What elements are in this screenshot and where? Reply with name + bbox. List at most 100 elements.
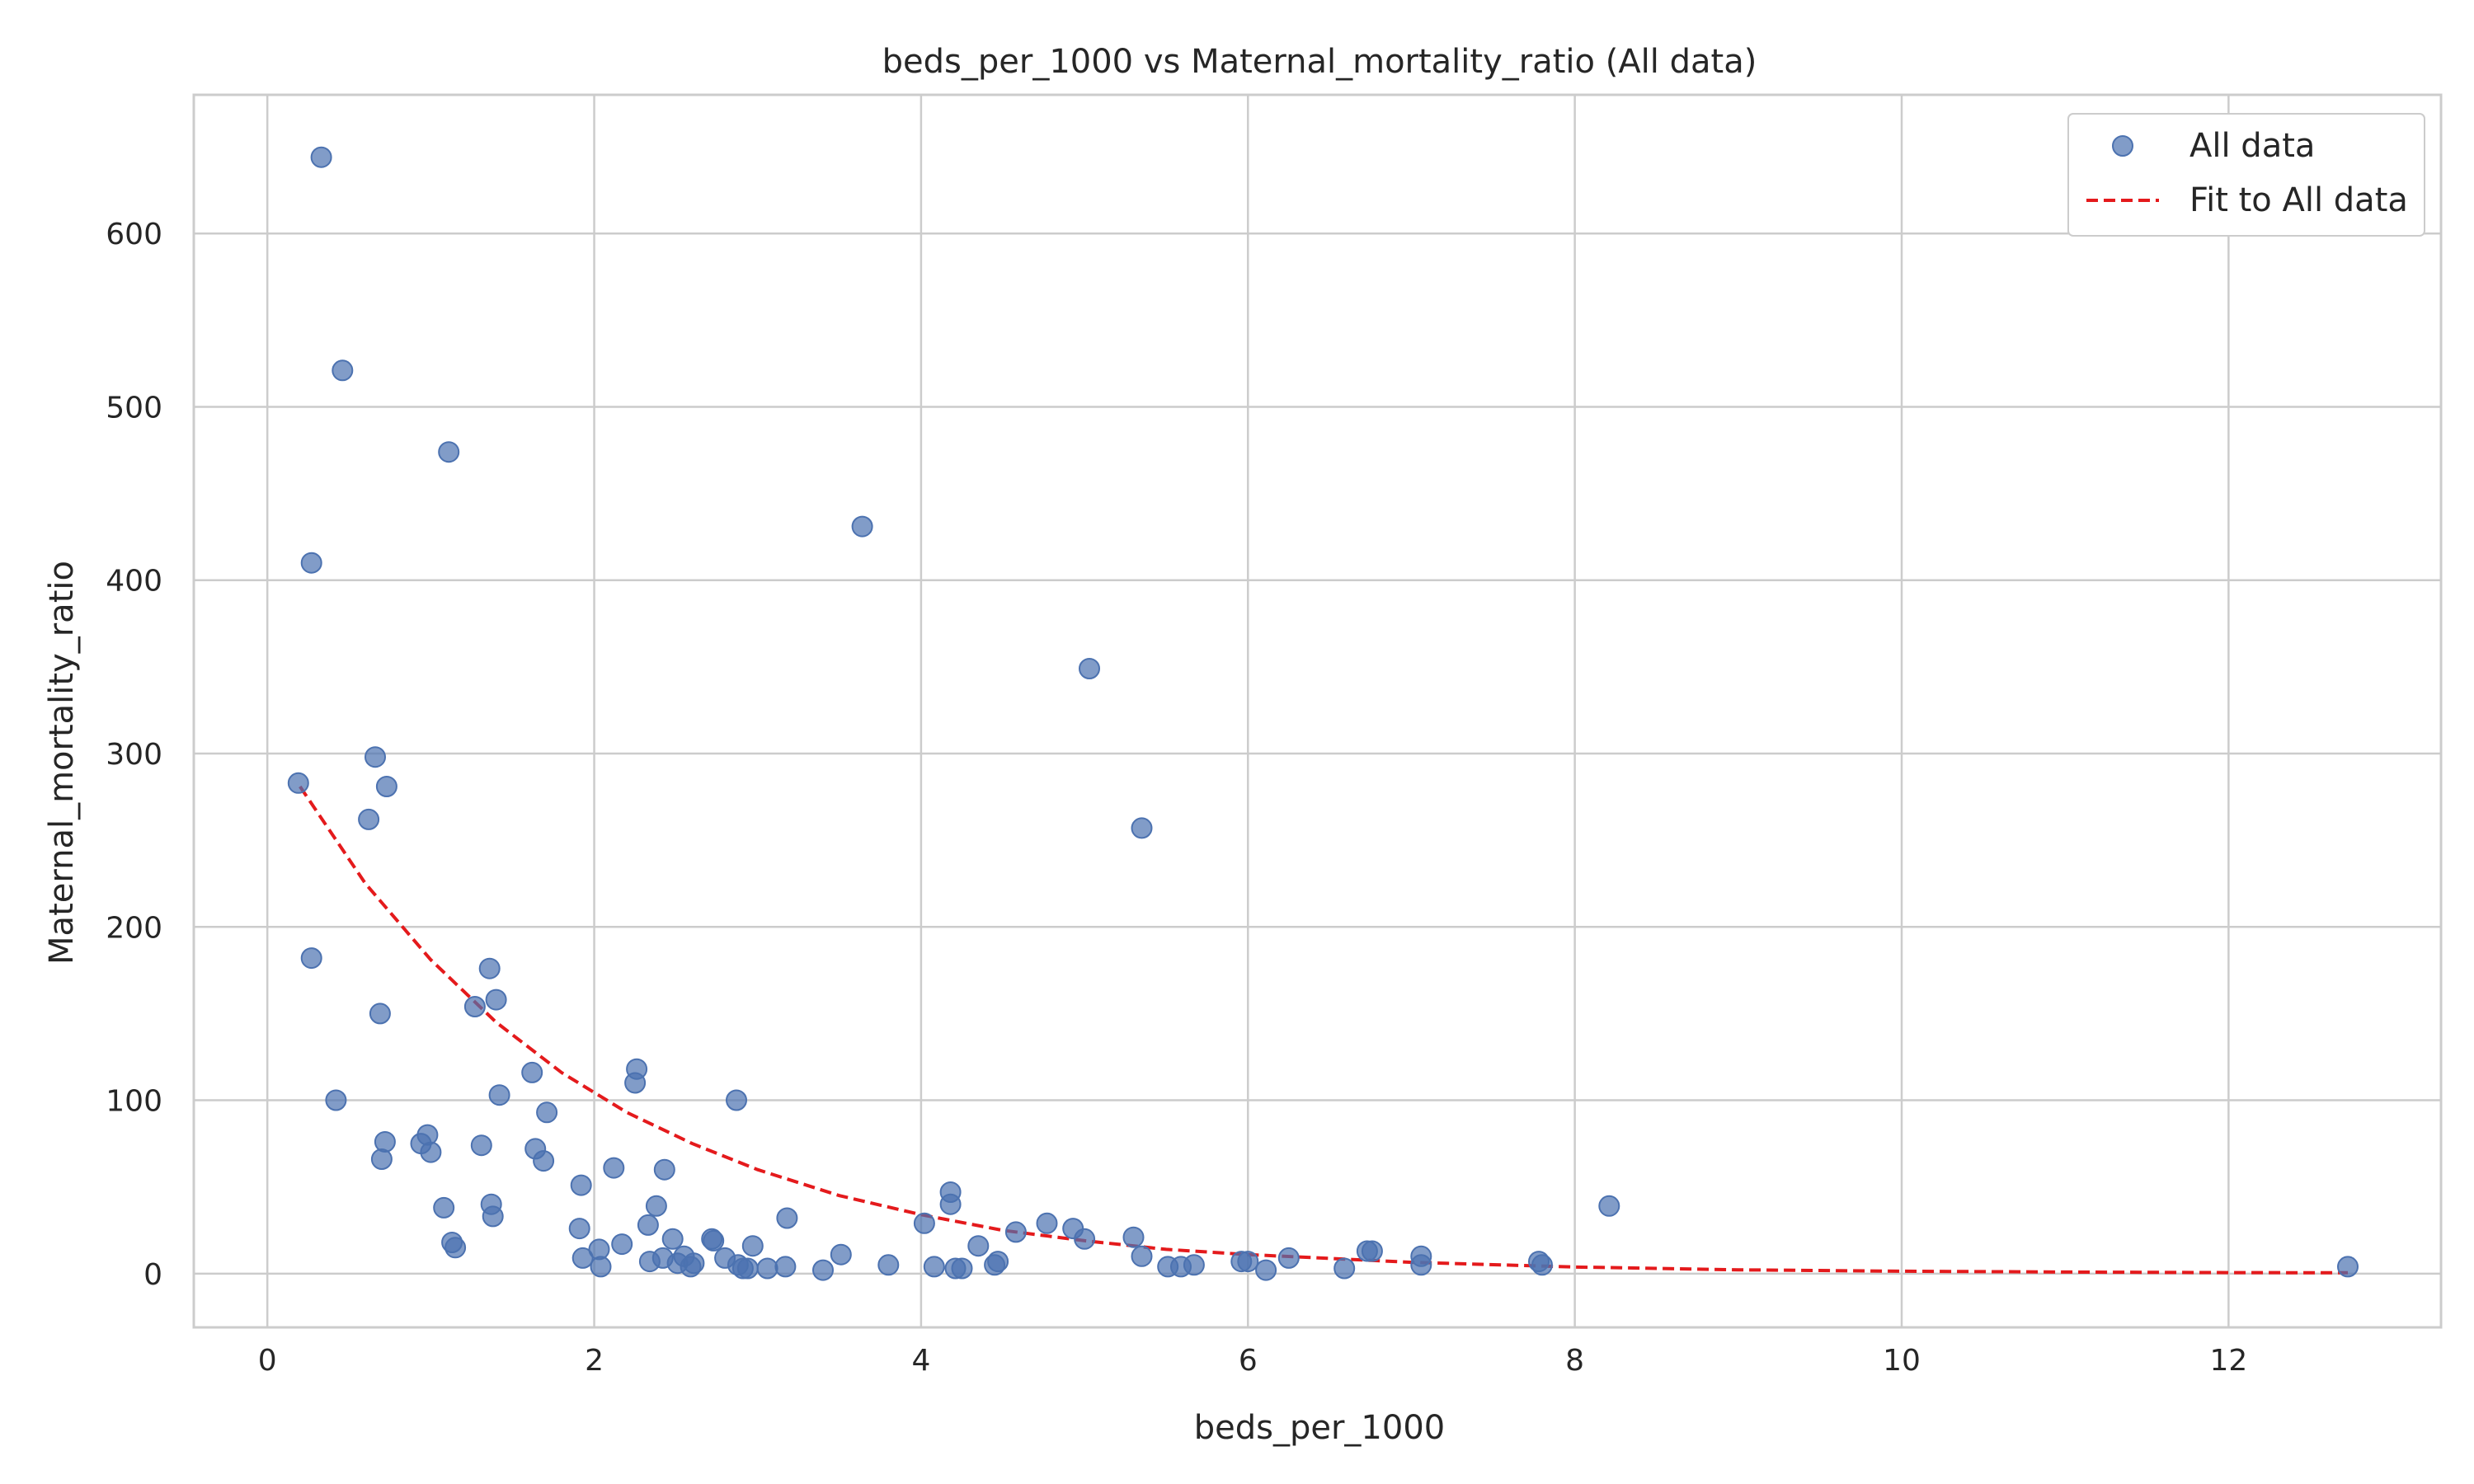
data-point [913,1212,935,1234]
x-tick-label: 4 [911,1344,930,1378]
data-point [521,1061,543,1083]
data-point [603,1157,625,1179]
data-point [774,1256,797,1278]
data-point [433,1196,455,1219]
data-point [444,1237,467,1259]
data-point [533,1150,555,1172]
fit-line [299,785,2349,1275]
data-point [637,1214,659,1236]
plot-background [194,95,2441,1327]
x-tick-label: 10 [1883,1344,1921,1378]
data-point [536,1101,558,1124]
data-point [1333,1257,1356,1280]
data-point [776,1207,798,1229]
data-point [325,1089,347,1111]
legend-scatter-marker [2112,135,2133,157]
y-tick-label: 500 [106,391,162,425]
data-point [611,1233,633,1256]
data-point [756,1257,778,1280]
data-point [624,1072,647,1094]
data-point [1183,1254,1205,1276]
data-point [1131,1245,1153,1267]
x-tick-label: 8 [1565,1344,1584,1378]
data-point [332,359,354,382]
data-point [661,1228,684,1250]
y-axis-ticks: 0 100 200 300 400 500 600 [106,218,162,1292]
x-tick-label: 2 [585,1344,604,1378]
data-point [741,1235,764,1257]
x-tick-label: 0 [258,1344,277,1378]
data-point [568,1218,590,1240]
data-point [463,996,486,1017]
data-point [1074,1228,1096,1250]
data-point [703,1229,725,1252]
data-point [939,1193,962,1215]
data-point [1531,1254,1553,1276]
data-point [984,1254,1006,1276]
fit-curve-layer [299,785,2349,1275]
data-point [1361,1240,1383,1262]
data-point [420,1141,442,1163]
legend: All data Fit to All data [2067,113,2425,237]
data-point [438,441,460,463]
axes-border [192,93,2443,1329]
data-point [1598,1195,1620,1217]
y-tick-label: 300 [106,738,162,772]
data-point [1079,658,1100,679]
y-tick-label: 100 [106,1085,162,1119]
data-point [470,1134,492,1157]
data-point [1004,1221,1027,1243]
data-point [488,1084,510,1106]
data-point [590,1256,612,1278]
y-tick-label: 400 [106,565,162,599]
legend-box [2067,113,2425,237]
data-point [375,776,397,797]
data-point [374,1131,396,1153]
x-tick-label: 6 [1239,1344,1258,1378]
data-point [2337,1256,2359,1278]
data-point [571,1247,594,1269]
y-tick-label: 200 [106,911,162,945]
data-point [300,552,322,574]
data-point [1036,1212,1058,1234]
data-point [300,947,322,970]
data-point [830,1243,852,1266]
data-point [1122,1226,1145,1248]
plot-area [194,95,2441,1327]
data-point [365,746,386,768]
data-point [1237,1251,1259,1273]
y-tick-label: 0 [143,1258,162,1292]
data-point [287,772,309,794]
chart-title: beds_per_1000 vs Maternal_mortality_rati… [882,43,1757,81]
legend-label-all-data: All data [2189,127,2315,165]
data-point [310,146,332,168]
data-point [478,957,501,979]
x-tick-label: 12 [2209,1344,2247,1378]
data-point [877,1254,900,1276]
data-point [370,1148,393,1170]
data-point [482,1205,504,1228]
data-point [812,1259,834,1281]
data-point [680,1256,702,1278]
x-axis-ticks: 0 2 4 6 8 10 12 [258,1344,2248,1378]
scatter-points [287,146,2359,1281]
data-point [645,1195,667,1217]
data-point [638,1251,661,1273]
data-point [653,1158,675,1181]
data-point [358,808,380,830]
legend-label-fit: Fit to All data [2189,181,2408,219]
data-point [1255,1259,1277,1281]
data-point [1410,1254,1432,1276]
data-point [967,1235,990,1257]
data-point [726,1089,747,1111]
y-axis-label: Maternal_mortality_ratio [43,561,81,965]
axes-frame [192,93,2443,1329]
data-point [736,1257,759,1280]
data-point [923,1256,945,1278]
data-point [570,1174,592,1196]
data-point [485,989,507,1011]
data-point [851,515,873,538]
y-tick-label: 600 [106,218,162,251]
data-point [369,1003,391,1025]
